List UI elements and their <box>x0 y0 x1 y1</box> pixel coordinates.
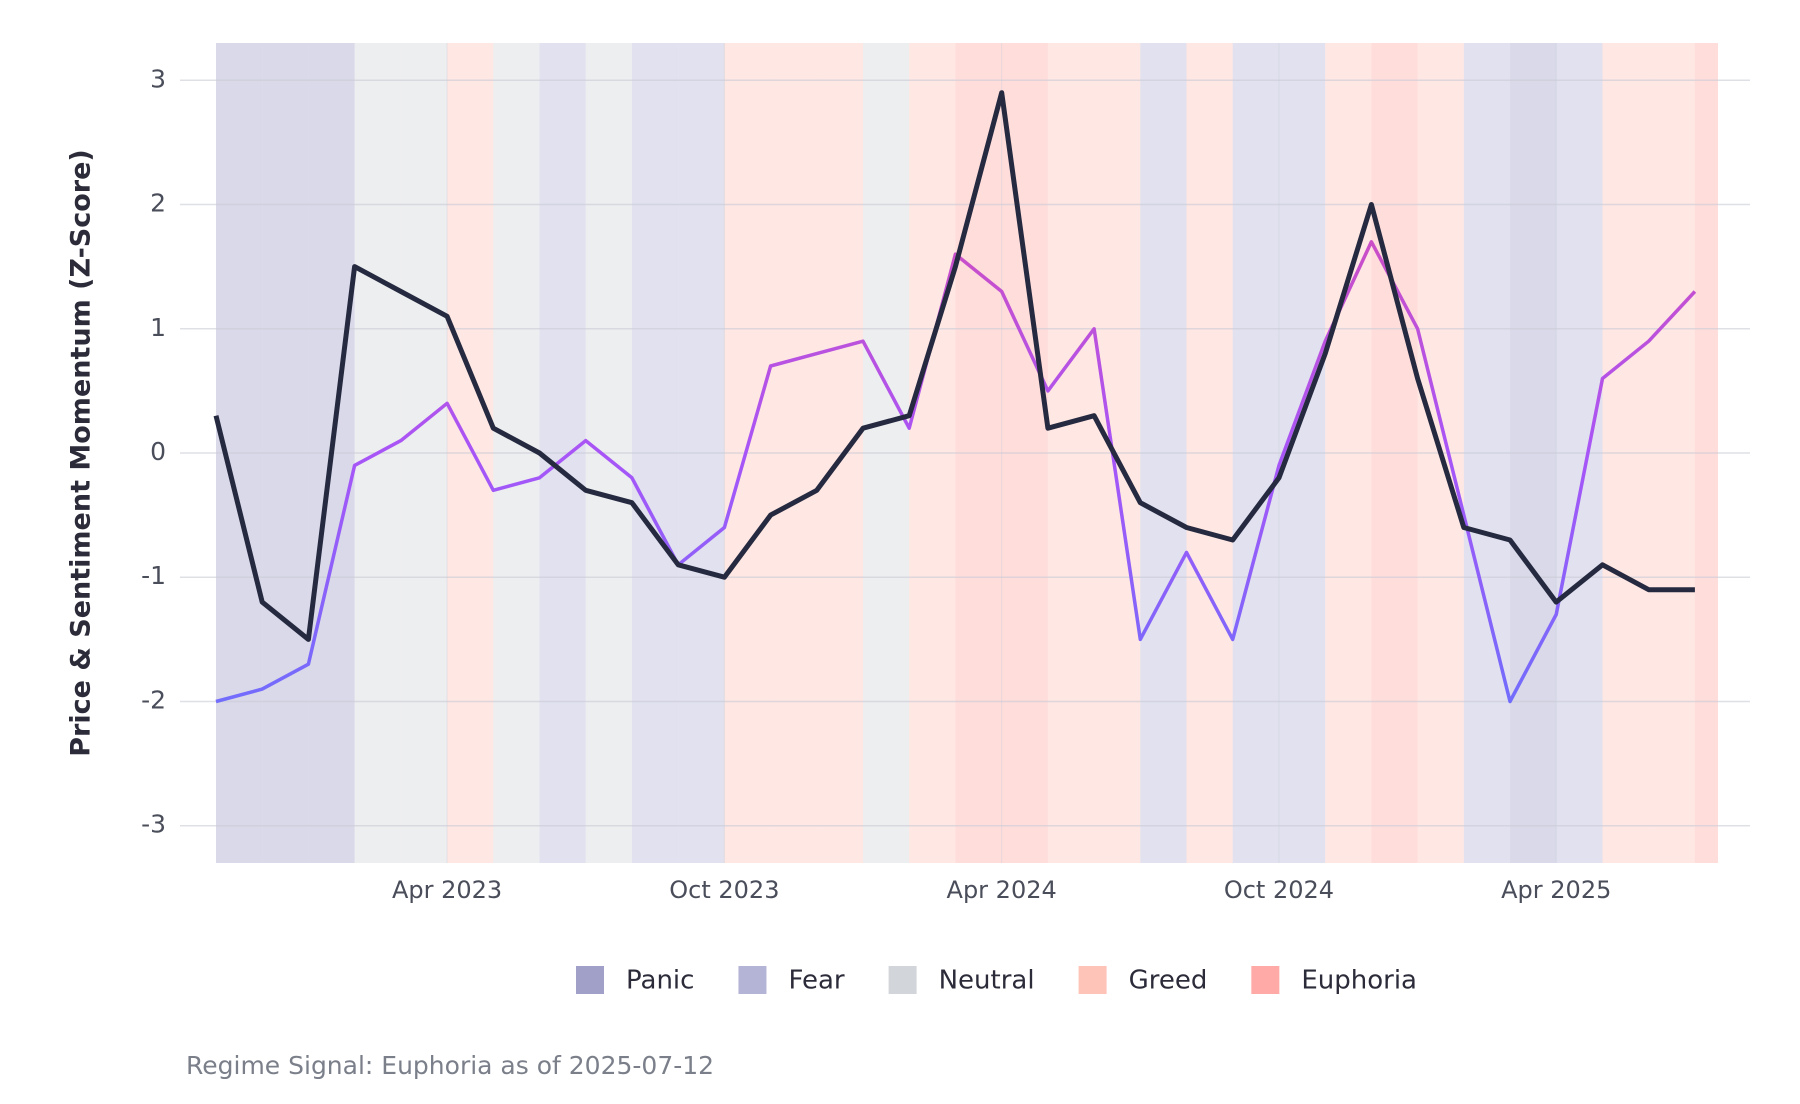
x-tick-label: Oct 2023 <box>669 876 779 904</box>
caption: Regime Signal: Euphoria as of 2025-07-12 <box>186 1051 714 1080</box>
legend-label: Panic <box>626 966 694 996</box>
series-line <box>215 240 1697 704</box>
axes: -3 -2 -1 0 1 2 3 Apr 2023 Oct 2023 Apr 2024 Oct 20… <box>141 64 1611 904</box>
y-tick-label: 2 <box>150 189 166 218</box>
legend-label: Fear <box>788 966 844 996</box>
legend-swatch <box>1251 966 1280 994</box>
y-tick-label: -1 <box>141 561 166 590</box>
x-tick-label: Oct 2024 <box>1224 876 1334 904</box>
x-tick-label: Apr 2023 <box>392 876 502 904</box>
legend: Panic Fear Neutral Greed Euphoria <box>576 966 1417 996</box>
legend-label: Greed <box>1129 966 1208 996</box>
y-axis-label: Price & Sentiment Momentum (Z-Score) <box>66 149 97 757</box>
lines <box>213 90 1697 704</box>
grid <box>180 43 1750 863</box>
legend-swatch <box>576 966 604 994</box>
y-tick-label: 1 <box>150 313 166 342</box>
legend-label: Neutral <box>939 966 1035 996</box>
legend-swatch <box>1078 966 1107 994</box>
series-line <box>213 90 1695 642</box>
x-tick-label: Apr 2025 <box>1501 876 1611 904</box>
y-tick-label: 3 <box>150 64 166 93</box>
legend-swatch <box>888 966 917 994</box>
x-tick-label: Apr 2024 <box>947 876 1057 904</box>
y-tick-label: -3 <box>141 810 166 839</box>
legend-swatch <box>738 966 767 994</box>
y-tick-label: -2 <box>141 685 166 714</box>
y-tick-label: 0 <box>150 437 166 466</box>
legend-label: Euphoria <box>1301 966 1417 996</box>
